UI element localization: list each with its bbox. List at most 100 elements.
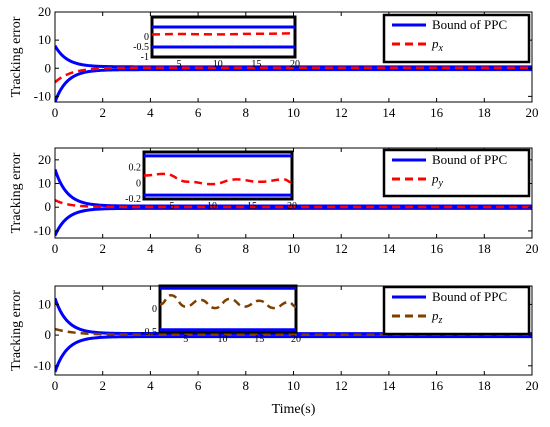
- inset-x-tick-label: 10: [217, 334, 227, 345]
- x-tick-label: 16: [430, 105, 444, 120]
- legend-bound-label: Bound of PPC: [432, 289, 507, 304]
- inset-error-line: [160, 293, 296, 310]
- inset-x-tick-label: 20: [287, 201, 297, 212]
- x-tick-label: 20: [526, 241, 539, 256]
- error-line: [55, 198, 532, 209]
- legend-bound-label: Bound of PPC: [432, 152, 507, 167]
- x-tick-label: 0: [52, 105, 59, 120]
- inset-y-tick-label: 0.2: [129, 163, 142, 174]
- legend-error-subscript: z: [438, 315, 443, 326]
- inset-x-tick-label: 20: [291, 334, 301, 345]
- inset-x-tick-label: 10: [213, 59, 223, 70]
- inset-box: [142, 150, 294, 201]
- inset: 5 10 15 20 0.2 0 -0.2: [125, 150, 297, 212]
- inset-error-line: [144, 172, 292, 186]
- y-axis-label: Tracking error: [9, 290, 24, 371]
- x-tick-label: 10: [287, 241, 300, 256]
- x-tick-label: 16: [430, 241, 444, 256]
- legend-box: [382, 285, 531, 336]
- x-tick-label: 2: [99, 241, 106, 256]
- x-tick-label: 8: [243, 378, 250, 393]
- y-axis-label: Tracking error: [9, 16, 24, 97]
- inset-plot-area: [160, 286, 296, 332]
- y-tick-label: 20: [38, 152, 51, 167]
- y-tick-label: 20: [38, 4, 51, 19]
- x-tick-label: 4: [147, 105, 154, 120]
- x-tick-label: 14: [382, 105, 396, 120]
- legend-bound-label: Bound of PPC: [432, 17, 507, 32]
- x-tick-label: 6: [195, 378, 202, 393]
- inset-x-tick-label: 15: [254, 334, 264, 345]
- x-tick-label: 14: [382, 241, 396, 256]
- inset-x-tick-label: 20: [290, 59, 300, 70]
- x-axis-label: Time(s): [272, 402, 316, 417]
- x-tick-label: 6: [195, 241, 202, 256]
- y-tick-label: -10: [34, 223, 51, 238]
- inset-y-tick-label: 0: [144, 32, 149, 43]
- x-tick-label: 14: [382, 378, 396, 393]
- y-tick-label: 10: [38, 32, 51, 47]
- y-tick-label: 0: [45, 60, 52, 75]
- inset-error-line: [152, 32, 295, 36]
- x-tick-label: 0: [52, 241, 59, 256]
- legend: Bound of PPC pz: [382, 285, 531, 336]
- legend-box: [382, 148, 531, 198]
- y-tick-label: -10: [34, 88, 51, 103]
- inset-y-tick-label: -0.5: [133, 42, 149, 53]
- x-tick-label: 12: [335, 105, 348, 120]
- inset-x-tick-label: 15: [247, 201, 257, 212]
- inset-y-tick-label: -0.2: [125, 194, 141, 205]
- y-tick-label: -10: [34, 358, 51, 373]
- legend-error-subscript: x: [438, 43, 444, 54]
- bound-lower-line: [55, 68, 532, 102]
- inset-y-tick-label: 0: [152, 304, 157, 315]
- inset-x-tick-label: 15: [251, 59, 261, 70]
- x-tick-label: 20: [526, 105, 539, 120]
- inset-x-tick-label: 10: [207, 201, 217, 212]
- inset: 5 10 15 20 0-0.5-1: [133, 15, 300, 70]
- x-tick-label: 4: [147, 241, 154, 256]
- x-tick-label: 10: [287, 105, 300, 120]
- x-tick-label: 4: [147, 378, 154, 393]
- inset-plot-area: [144, 154, 292, 197]
- plot-area: [55, 168, 532, 237]
- x-tick-label: 0: [52, 378, 59, 393]
- y-tick-label: 0: [45, 199, 52, 214]
- bound-lower-line: [55, 335, 532, 373]
- y-tick-label: 0: [45, 327, 52, 342]
- x-tick-label: 20: [526, 378, 539, 393]
- x-tick-label: 6: [195, 105, 202, 120]
- x-tick-label: 16: [430, 378, 444, 393]
- legend-box: [382, 13, 531, 64]
- inset-x-tick-label: 5: [170, 201, 175, 212]
- x-tick-label: 18: [478, 378, 491, 393]
- inset-box: [150, 15, 297, 59]
- inset-x-tick-label: 5: [183, 334, 188, 345]
- inset-y-tick-label: -0.5: [141, 327, 157, 338]
- y-axis-label: Tracking error: [9, 152, 24, 233]
- inset-y-tick-label: 0: [136, 178, 141, 189]
- legend-error-label: pz: [431, 308, 443, 326]
- x-tick-label: 8: [243, 105, 250, 120]
- bound-lower-line: [55, 206, 532, 237]
- x-tick-label: 12: [335, 378, 348, 393]
- x-tick-label: 18: [478, 241, 491, 256]
- legend-error-subscript: y: [438, 178, 444, 189]
- y-tick-label: 10: [38, 296, 51, 311]
- inset-y-tick-label: -1: [141, 52, 149, 63]
- x-tick-label: 8: [243, 241, 250, 256]
- x-tick-label: 10: [287, 378, 300, 393]
- inset-x-tick-label: 5: [177, 59, 182, 70]
- x-tick-label: 12: [335, 241, 348, 256]
- y-tick-label: 10: [38, 176, 51, 191]
- plot-area: [55, 44, 532, 102]
- inset-plot-area: [152, 25, 295, 49]
- error-line: [55, 66, 532, 84]
- inset: 5 10 15 20 0 -0.5: [141, 284, 301, 345]
